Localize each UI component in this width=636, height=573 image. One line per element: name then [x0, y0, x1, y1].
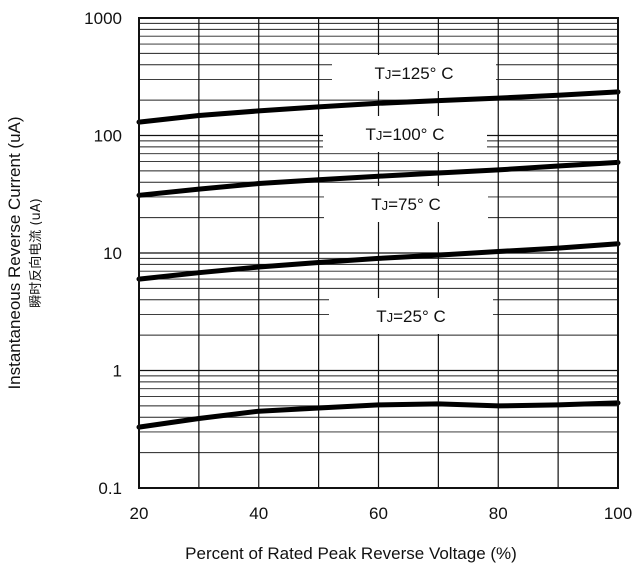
y-tick-label: 1000	[84, 9, 122, 28]
curve-label-box	[332, 55, 496, 91]
curve-label-box	[324, 186, 488, 222]
y-tick-labels: 0.1 1 10 100 1000	[84, 9, 122, 498]
y-axis-subtitle: 瞬时反向电流 (uA)	[28, 198, 44, 307]
series-curves	[136, 89, 621, 430]
y-tick-label: 1	[113, 362, 122, 381]
curve-label-box	[329, 298, 493, 334]
curve-label-box	[323, 116, 487, 152]
x-tick-labels: 20 40 60 80 100	[130, 504, 633, 523]
series-line	[136, 241, 621, 282]
series-line	[136, 159, 621, 198]
series-line	[136, 400, 621, 430]
y-axis-title: Instantaneous Reverse Current (uA)	[5, 116, 24, 389]
x-tick-label: 20	[130, 504, 149, 523]
y-tick-label: 100	[94, 127, 122, 146]
x-tick-label: 80	[489, 504, 508, 523]
x-tick-label: 40	[249, 504, 268, 523]
curve-label: TJ=100° C	[366, 125, 445, 144]
series-line	[136, 89, 621, 125]
curve-label: TJ=75° C	[371, 195, 441, 214]
plot-frame	[138, 17, 619, 489]
x-axis-title: Percent of Rated Peak Reverse Voltage (%…	[185, 544, 517, 563]
x-tick-label: 100	[604, 504, 632, 523]
curve-labels: TJ=125° C TJ=100° C TJ=75° C TJ=25° C	[323, 55, 496, 334]
y-tick-label: 0.1	[98, 479, 122, 498]
x-tick-label: 60	[369, 504, 388, 523]
y-tick-label: 10	[103, 244, 122, 263]
curve-label: TJ=125° C	[375, 64, 454, 83]
curve-label: TJ=25° C	[376, 307, 446, 326]
